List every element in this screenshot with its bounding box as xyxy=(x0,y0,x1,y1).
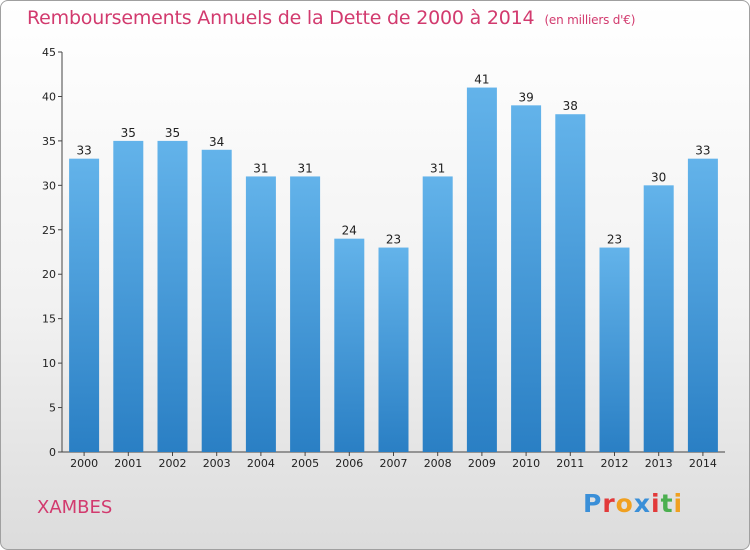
x-tick-label: 2011 xyxy=(556,457,584,470)
y-tick-label: 40 xyxy=(42,90,56,103)
logo-letter: r xyxy=(602,489,616,518)
x-tick-label: 2007 xyxy=(380,457,408,470)
bar xyxy=(466,87,497,453)
y-tick-label: 15 xyxy=(42,313,56,326)
bar-value-label: 39 xyxy=(518,90,533,104)
x-tick-label: 2012 xyxy=(601,457,629,470)
x-tick-label: 2008 xyxy=(424,457,452,470)
bar xyxy=(69,158,100,452)
bar xyxy=(334,238,365,452)
bar-value-label: 35 xyxy=(121,126,136,140)
bar-value-label: 31 xyxy=(430,161,445,175)
chart-title-text: Remboursements Annuels de la Dette de 20… xyxy=(27,7,535,29)
x-tick-label: 2006 xyxy=(335,457,363,470)
logo-letter: x xyxy=(633,489,651,518)
logo-letter: i xyxy=(673,489,684,518)
chart-title: Remboursements Annuels de la Dette de 20… xyxy=(27,7,635,29)
bar xyxy=(599,247,630,452)
bar-value-label: 23 xyxy=(607,233,622,247)
chart-unit-label: (en milliers d'€) xyxy=(544,13,636,27)
x-tick-label: 2013 xyxy=(645,457,673,470)
x-tick-label: 2014 xyxy=(689,457,717,470)
y-tick-label: 30 xyxy=(42,179,56,192)
x-tick-label: 2005 xyxy=(291,457,319,470)
x-tick-label: 2002 xyxy=(159,457,187,470)
logo-letter: t xyxy=(660,489,674,518)
bar xyxy=(290,176,321,452)
bar-value-label: 24 xyxy=(342,224,357,238)
x-tick-label: 2009 xyxy=(468,457,496,470)
y-tick-label: 35 xyxy=(42,135,56,148)
y-tick-label: 25 xyxy=(42,224,56,237)
bar-value-label: 33 xyxy=(76,144,91,158)
bar xyxy=(201,149,232,452)
bar-value-label: 23 xyxy=(386,233,401,247)
commune-name: XAMBES xyxy=(37,497,113,518)
bar xyxy=(511,105,542,452)
y-tick-label: 45 xyxy=(42,46,56,59)
bar xyxy=(422,176,453,452)
logo-letter: i xyxy=(651,489,661,518)
bar-value-label: 31 xyxy=(253,161,268,175)
y-tick-label: 20 xyxy=(42,268,56,281)
bar xyxy=(113,140,144,452)
bar xyxy=(245,176,276,452)
y-tick-label: 5 xyxy=(49,402,56,415)
bar xyxy=(157,140,188,452)
bar-value-label: 33 xyxy=(695,144,710,158)
bar xyxy=(643,185,674,453)
bar xyxy=(555,114,586,452)
bar-value-label: 35 xyxy=(165,126,180,140)
proxiti-logo: Proxiti xyxy=(583,489,683,518)
logo-letter: o xyxy=(615,489,634,518)
bar-value-label: 34 xyxy=(209,135,224,149)
bar-value-label: 30 xyxy=(651,170,666,184)
bar-value-label: 41 xyxy=(474,73,489,87)
bar xyxy=(687,158,718,452)
x-tick-label: 2010 xyxy=(512,457,540,470)
y-tick-label: 0 xyxy=(49,446,56,459)
bar xyxy=(378,247,409,452)
bar-value-label: 31 xyxy=(297,161,312,175)
logo-letter: P xyxy=(583,489,603,518)
y-tick-label: 10 xyxy=(42,357,56,370)
x-tick-label: 2001 xyxy=(114,457,142,470)
bar-value-label: 38 xyxy=(563,99,578,113)
x-tick-label: 2003 xyxy=(203,457,231,470)
x-tick-label: 2000 xyxy=(70,457,98,470)
x-tick-label: 2004 xyxy=(247,457,275,470)
